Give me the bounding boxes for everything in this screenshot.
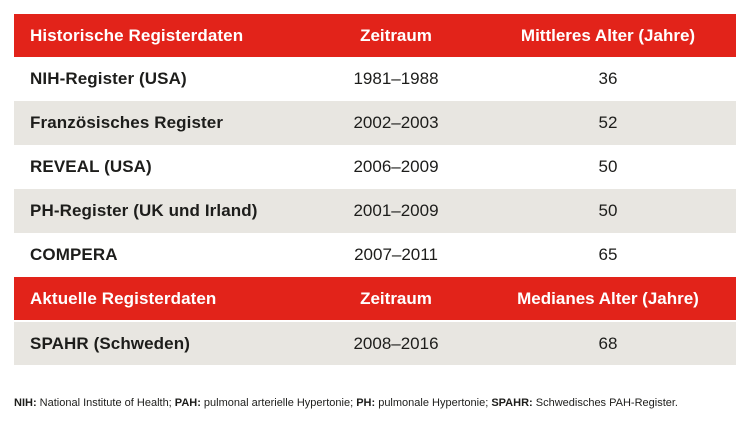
table-row-ph-register: PH-Register (UK und Irland) 2001–2009 50 bbox=[14, 189, 736, 233]
period-cell: 2001–2009 bbox=[353, 201, 439, 220]
period-cell: 2008–2016 bbox=[353, 333, 439, 353]
period-cell: 1981–1988 bbox=[353, 69, 439, 88]
footnote-abbr-pah: PAH: bbox=[174, 397, 201, 409]
registry-name-cell: REVEAL (USA) bbox=[30, 157, 152, 176]
footnote-def-pah: pulmonal arterielle Hypertonie; bbox=[200, 397, 357, 409]
footnote-abbr-nih: NIH: bbox=[14, 397, 37, 409]
registry-name-cell: PH-Register (UK und Irland) bbox=[30, 201, 258, 220]
period-cell: 2007–2011 bbox=[354, 245, 438, 264]
age-cell: 36 bbox=[598, 69, 618, 88]
registry-table: Historische Registerdaten Zeitraum Mittl… bbox=[14, 14, 736, 365]
historic-age-column-header: Mittleres Alter (Jahre) bbox=[520, 25, 696, 45]
historic-period-column-header: Zeitraum bbox=[360, 25, 432, 45]
historic-header-row: Historische Registerdaten Zeitraum Mittl… bbox=[14, 14, 736, 57]
footnote-def-spahr: Schwedisches PAH-Register. bbox=[532, 397, 678, 409]
registry-name-cell: Französisches Register bbox=[30, 113, 224, 132]
age-cell: 50 bbox=[598, 201, 618, 220]
period-cell: 2002–2003 bbox=[353, 113, 439, 132]
current-header-title: Aktuelle Registerdaten bbox=[30, 288, 217, 308]
table-row-spahr: SPAHR (Schweden) 2008–2016 68 bbox=[14, 320, 736, 365]
age-cell: 65 bbox=[598, 245, 618, 264]
table-row-reveal: REVEAL (USA) 2006–2009 50 bbox=[14, 145, 736, 189]
historic-header-title: Historische Registerdaten bbox=[30, 25, 244, 45]
table-row-french: Französisches Register 2002–2003 52 bbox=[14, 101, 736, 145]
footnote-def-nih: National Institute of Health; bbox=[36, 397, 175, 409]
registry-name-cell: NIH-Register (USA) bbox=[30, 69, 187, 88]
current-period-column-header: Zeitraum bbox=[360, 288, 432, 308]
current-age-column-header: Medianes Alter (Jahre) bbox=[517, 288, 699, 308]
abbreviations-footnote: NIH: National Institute of Health; PAH: … bbox=[14, 396, 736, 410]
footnote-abbr-ph: PH: bbox=[356, 397, 376, 409]
table-row-nih: NIH-Register (USA) 1981–1988 36 bbox=[14, 57, 736, 101]
period-cell: 2006–2009 bbox=[353, 157, 439, 176]
current-header-row: Aktuelle Registerdaten Zeitraum Medianes… bbox=[14, 277, 736, 320]
registry-name-cell: COMPERA bbox=[30, 245, 118, 264]
table-row-compera: COMPERA 2007–2011 65 bbox=[14, 233, 736, 277]
age-cell: 68 bbox=[598, 333, 618, 353]
footnote-def-ph: pulmonale Hypertonie; bbox=[375, 397, 492, 409]
registry-name-cell: SPAHR (Schweden) bbox=[30, 333, 190, 353]
age-cell: 52 bbox=[598, 113, 618, 132]
footnote-abbr-spahr: SPAHR: bbox=[491, 397, 533, 409]
age-cell: 50 bbox=[598, 157, 618, 176]
